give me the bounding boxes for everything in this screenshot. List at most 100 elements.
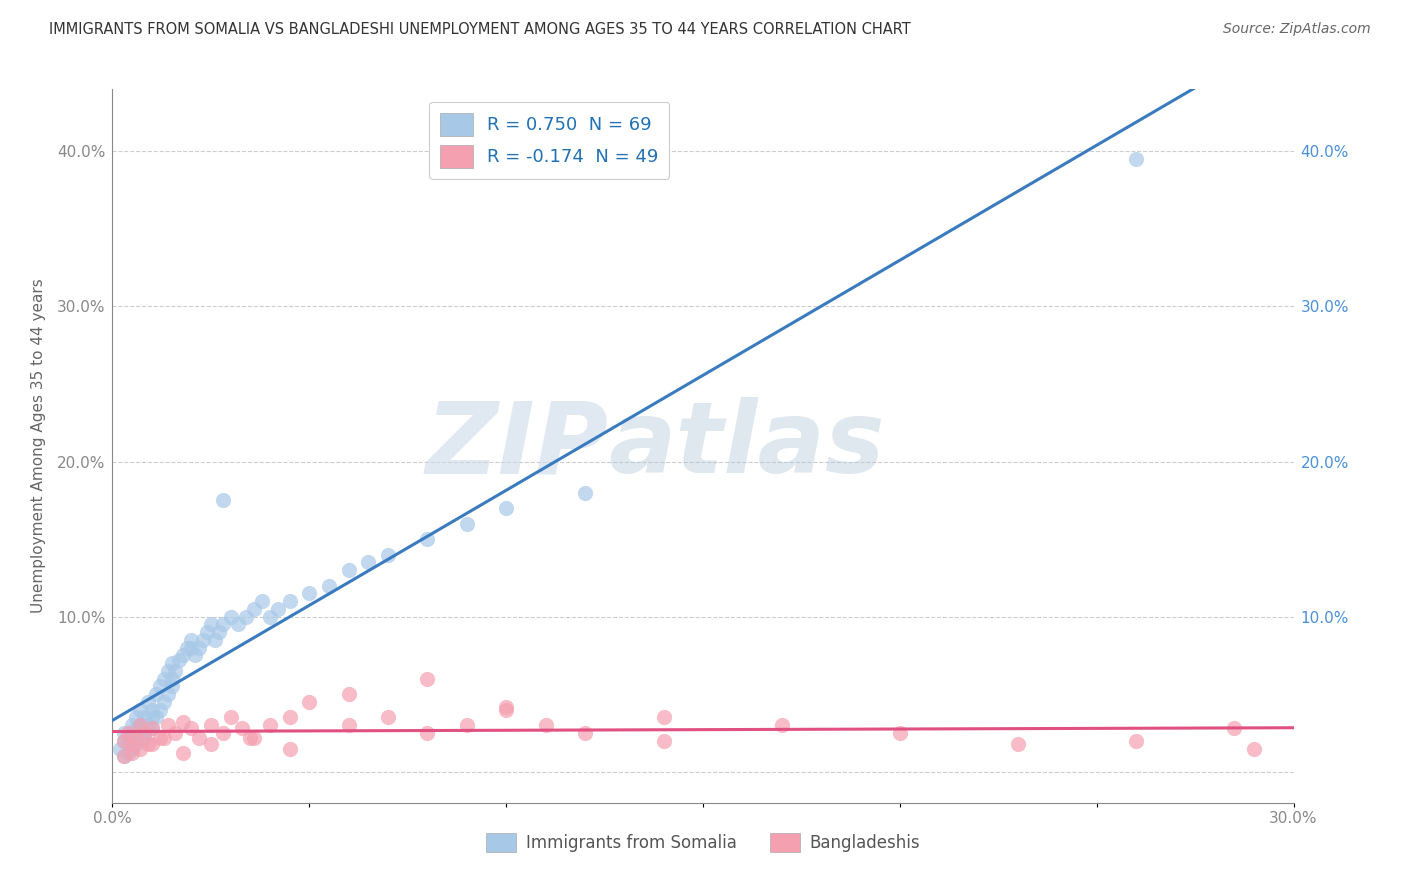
Point	[377, 548, 399, 562]
Point	[219, 609, 242, 624]
Point	[129, 718, 152, 732]
Point	[456, 516, 478, 531]
Point	[416, 726, 439, 740]
Point	[125, 737, 148, 751]
Point	[239, 731, 262, 745]
Point	[132, 710, 155, 724]
Point	[121, 741, 143, 756]
Point	[231, 722, 253, 736]
Point	[149, 703, 172, 717]
Point	[121, 718, 143, 732]
Point	[318, 579, 340, 593]
Point	[156, 687, 179, 701]
Point	[121, 746, 143, 760]
Point	[298, 586, 321, 600]
Text: ZIP: ZIP	[426, 398, 609, 494]
Point	[141, 737, 163, 751]
Point	[243, 731, 266, 745]
Point	[495, 703, 517, 717]
Point	[129, 741, 152, 756]
Point	[141, 722, 163, 736]
Point	[172, 648, 194, 663]
Point	[129, 718, 152, 732]
Point	[165, 664, 187, 678]
Point	[125, 733, 148, 747]
Point	[125, 722, 148, 736]
Point	[770, 718, 793, 732]
Point	[652, 733, 675, 747]
Point	[125, 710, 148, 724]
Point	[121, 737, 143, 751]
Point	[125, 731, 148, 745]
Point	[129, 731, 152, 745]
Point	[191, 632, 214, 647]
Point	[337, 563, 360, 577]
Point	[121, 726, 143, 740]
Point	[149, 731, 172, 745]
Point	[377, 710, 399, 724]
Point	[132, 726, 155, 740]
Point	[160, 672, 183, 686]
Point	[195, 625, 218, 640]
Point	[259, 609, 281, 624]
Point	[200, 617, 222, 632]
Point	[132, 731, 155, 745]
Point	[1243, 741, 1265, 756]
Point	[456, 718, 478, 732]
Point	[136, 695, 159, 709]
Point	[145, 687, 167, 701]
Point	[117, 726, 139, 740]
Point	[1007, 737, 1029, 751]
Point	[235, 609, 257, 624]
Point	[652, 710, 675, 724]
Point	[211, 617, 233, 632]
Point	[188, 731, 211, 745]
Point	[129, 703, 152, 717]
Point	[278, 594, 301, 608]
Point	[208, 625, 231, 640]
Point	[534, 718, 557, 732]
Point	[298, 695, 321, 709]
Point	[112, 726, 135, 740]
Point	[188, 640, 211, 655]
Point	[416, 532, 439, 546]
Point	[169, 653, 191, 667]
Point	[117, 731, 139, 745]
Point	[200, 737, 222, 751]
Point	[574, 726, 596, 740]
Text: Source: ZipAtlas.com: Source: ZipAtlas.com	[1223, 22, 1371, 37]
Point	[574, 485, 596, 500]
Point	[112, 749, 135, 764]
Point	[136, 737, 159, 751]
Point	[180, 640, 202, 655]
Point	[156, 664, 179, 678]
Legend: Immigrants from Somalia, Bangladeshis: Immigrants from Somalia, Bangladeshis	[479, 826, 927, 859]
Point	[495, 699, 517, 714]
Point	[1125, 733, 1147, 747]
Point	[278, 741, 301, 756]
Point	[243, 602, 266, 616]
Point	[141, 722, 163, 736]
Point	[145, 710, 167, 724]
Point	[117, 737, 139, 751]
Point	[416, 672, 439, 686]
Point	[176, 640, 198, 655]
Point	[250, 594, 273, 608]
Point	[228, 617, 250, 632]
Point	[141, 703, 163, 717]
Point	[184, 648, 207, 663]
Text: atlas: atlas	[609, 398, 884, 494]
Point	[204, 632, 226, 647]
Point	[112, 733, 135, 747]
Point	[152, 695, 174, 709]
Point	[112, 749, 135, 764]
Point	[172, 715, 194, 730]
Point	[1223, 722, 1246, 736]
Point	[337, 718, 360, 732]
Point	[156, 718, 179, 732]
Point	[160, 680, 183, 694]
Point	[1125, 152, 1147, 166]
Point	[112, 733, 135, 747]
Point	[149, 680, 172, 694]
Point	[211, 726, 233, 740]
